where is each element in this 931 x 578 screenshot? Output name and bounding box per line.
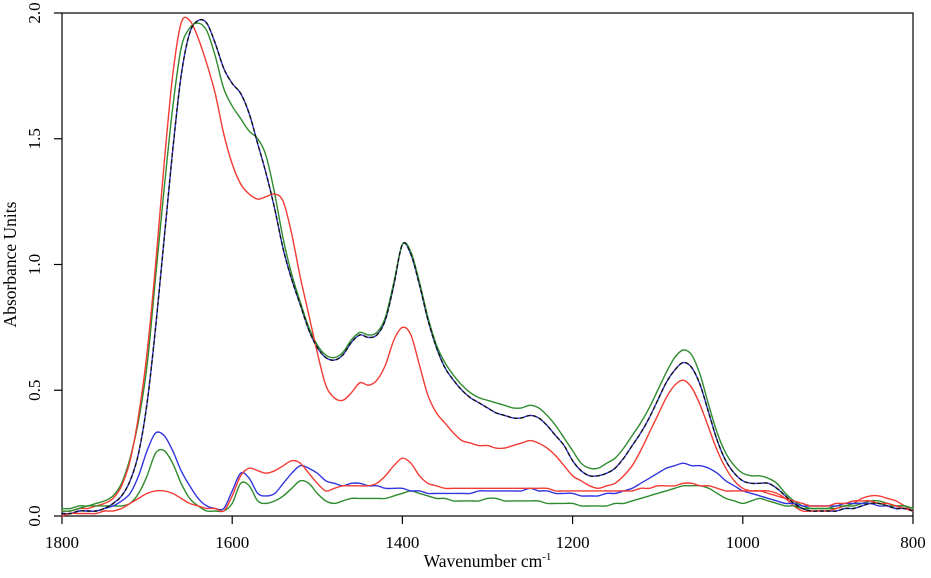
series-blue-low [61, 431, 914, 515]
y-tick-label: 0.5 [25, 380, 44, 401]
y-axis-title: Absorbance Units [0, 201, 20, 327]
x-tick-label: 1000 [726, 533, 760, 552]
x-tick-label: 1800 [45, 533, 79, 552]
series-blue-high [61, 18, 914, 515]
y-tick-label: 2.0 [25, 2, 44, 23]
series-red-high [61, 16, 914, 513]
x-tick-label: 1600 [215, 533, 249, 552]
x-tick-label: 800 [900, 533, 926, 552]
series-red-low [61, 457, 914, 517]
plot-frame [61, 12, 914, 517]
x-axis-title: Wavenumber cm-1 [424, 551, 552, 571]
series-green-high [61, 22, 914, 510]
x-tick-label: 1400 [385, 533, 419, 552]
y-tick-label: 1.0 [25, 254, 44, 275]
x-tick-label: 1200 [556, 533, 590, 552]
x-axis-title-superscript: -1 [542, 551, 551, 563]
y-tick-label: 0.0 [25, 505, 44, 526]
series-green-low [61, 448, 914, 513]
series-black-dotted [61, 18, 914, 515]
y-tick-label: 1.5 [25, 128, 44, 149]
